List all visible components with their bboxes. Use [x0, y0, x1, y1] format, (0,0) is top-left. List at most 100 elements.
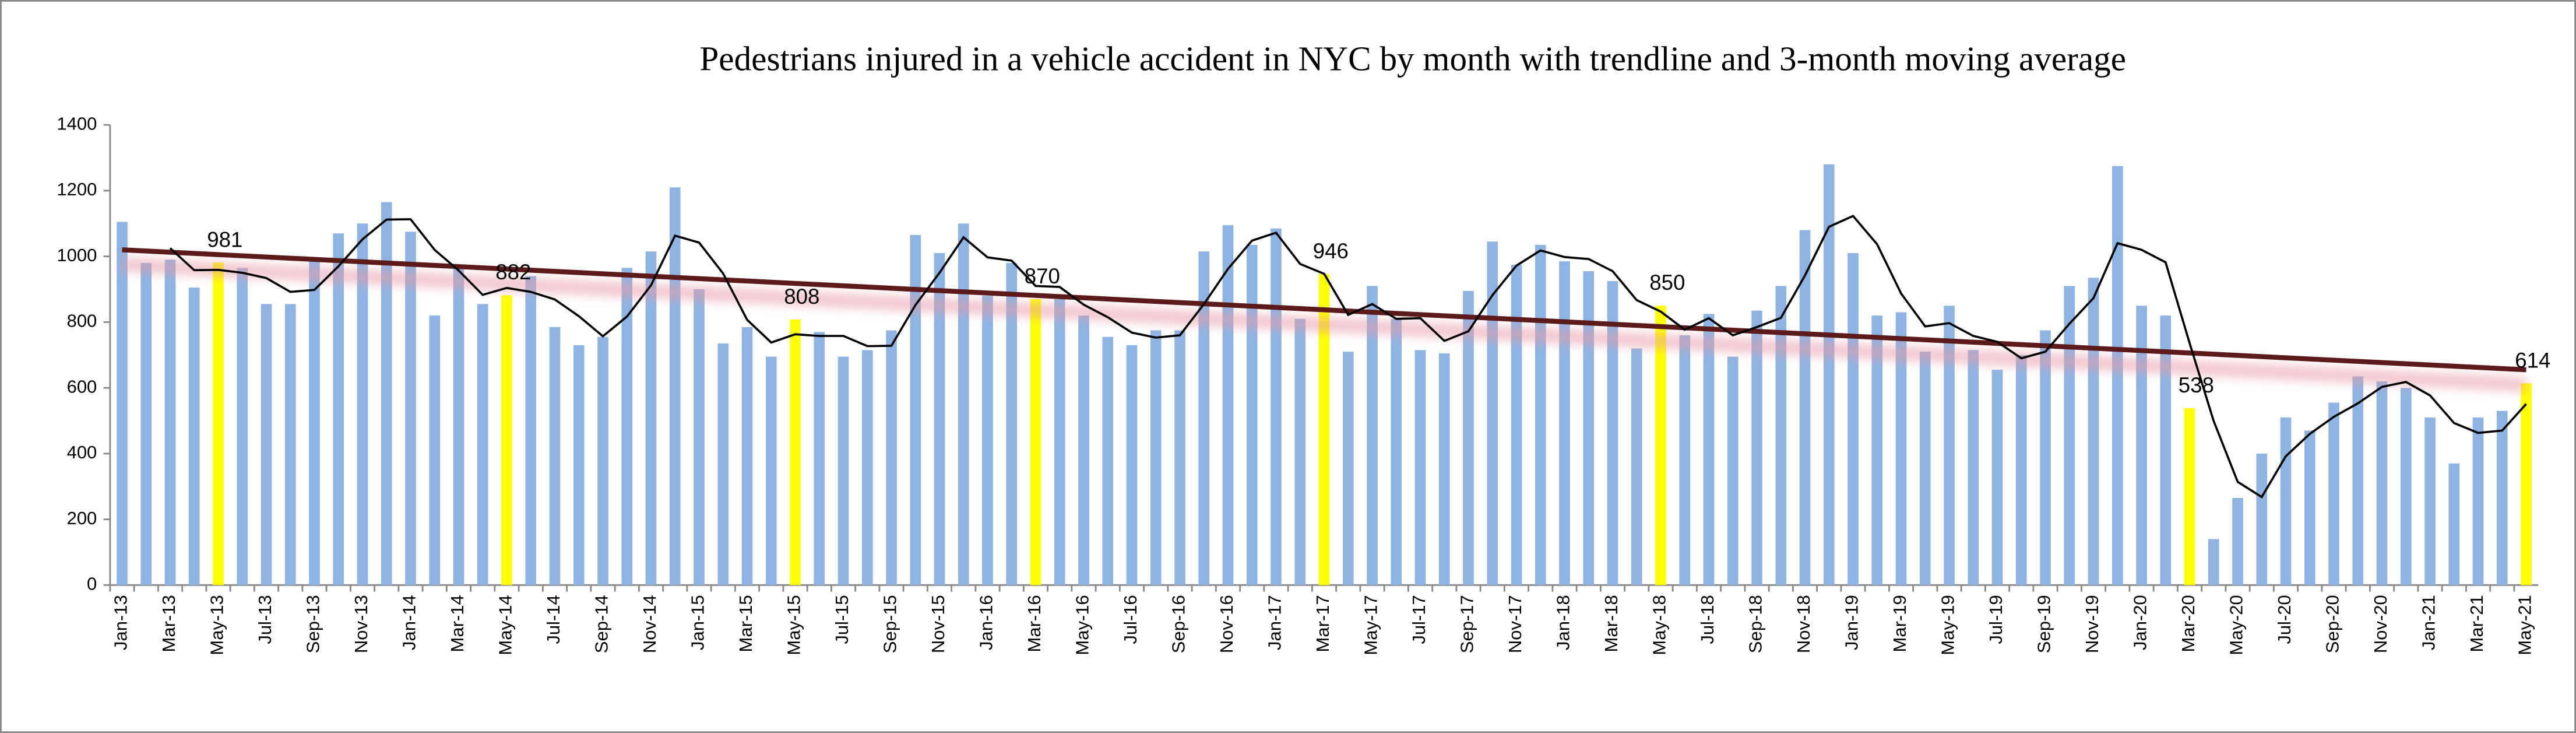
x-tick-label: Jan-15 — [688, 595, 708, 650]
data-label: 946 — [1313, 239, 1349, 263]
bar — [1414, 350, 1426, 585]
bar — [1944, 306, 1955, 585]
bar — [2088, 278, 2099, 585]
x-tick-label: May-15 — [784, 595, 804, 655]
bar — [1246, 244, 1258, 585]
bar — [1631, 348, 1642, 585]
bar — [2328, 402, 2339, 585]
x-tick-label: Mar-16 — [1024, 595, 1044, 652]
bar — [694, 289, 705, 585]
bar — [164, 259, 176, 585]
bar — [1078, 315, 1089, 585]
data-label: 981 — [207, 227, 242, 251]
bar — [1607, 280, 1618, 585]
x-tick-label: May-21 — [2515, 595, 2535, 655]
bar — [1006, 262, 1018, 585]
y-tick-label: 0 — [87, 574, 97, 594]
bar — [237, 268, 248, 585]
bar — [2472, 417, 2484, 585]
bar — [1991, 370, 2003, 585]
bar — [2208, 539, 2219, 585]
x-tick-label: May-14 — [495, 595, 516, 655]
x-tick-label: Jul-18 — [1697, 595, 1718, 644]
y-tick-label: 400 — [67, 442, 97, 462]
x-tick-label: Sep-18 — [1746, 595, 1766, 653]
bar — [1126, 345, 1138, 585]
x-tick-label: Sep-16 — [1169, 595, 1189, 653]
bar — [213, 262, 224, 585]
x-tick-label: May-17 — [1361, 595, 1381, 655]
bar — [2232, 497, 2243, 585]
bar — [1463, 290, 1474, 585]
moving-average-line — [169, 215, 2527, 499]
x-tick-label: Nov-16 — [1216, 595, 1237, 653]
y-tick-label: 600 — [67, 376, 97, 397]
x-tick-label: Jul-13 — [255, 595, 275, 644]
bar — [453, 264, 464, 585]
trendline-glow — [121, 257, 2527, 392]
bar — [1487, 241, 1498, 585]
bar — [645, 251, 657, 585]
bar — [861, 350, 873, 585]
x-tick-label: Mar-13 — [159, 595, 179, 652]
y-tick-label: 200 — [67, 508, 97, 528]
bar — [597, 336, 608, 585]
bar — [2160, 315, 2172, 585]
bar — [2136, 306, 2147, 585]
bar — [1391, 318, 1402, 585]
data-label: 538 — [2179, 373, 2214, 397]
bar — [958, 223, 969, 585]
x-tick-label: Jan-14 — [399, 595, 420, 650]
bar — [2448, 463, 2460, 585]
bar — [525, 276, 537, 585]
bar — [477, 304, 488, 585]
x-tick-label: Jan-17 — [1265, 595, 1285, 650]
bar — [1895, 312, 1907, 585]
bar — [1559, 261, 1570, 585]
x-tick-label: Nov-18 — [1793, 595, 1814, 653]
x-tick-label: Jul-19 — [1986, 595, 2006, 644]
bar — [1799, 230, 1811, 585]
bar — [1367, 286, 1378, 585]
bar — [741, 327, 753, 585]
x-tick-label: Sep-19 — [2034, 595, 2054, 653]
bar — [573, 345, 585, 585]
bar — [501, 295, 512, 585]
bar — [2280, 417, 2292, 585]
bar — [1703, 314, 1715, 585]
x-tick-label: Jul-16 — [1120, 595, 1141, 644]
bar — [1102, 336, 1114, 585]
bar — [1222, 225, 1234, 585]
data-label: 870 — [1025, 264, 1060, 288]
x-tick-label: Sep-13 — [303, 595, 323, 653]
data-label: 614 — [2515, 348, 2550, 372]
bar — [261, 304, 272, 585]
chart-title: Pedestrians injured in a vehicle acciden… — [699, 40, 2126, 78]
bar — [1174, 330, 1185, 585]
bar — [982, 296, 993, 585]
bar — [1342, 352, 1354, 585]
bar — [140, 262, 152, 585]
x-tick-label: Mar-18 — [1601, 595, 1621, 652]
bar — [381, 202, 392, 585]
x-tick-label: May-13 — [207, 595, 227, 655]
x-tick-label: Nov-13 — [351, 595, 371, 653]
bar — [1583, 271, 1595, 585]
x-tick-label: Jul-15 — [832, 595, 852, 644]
x-tick-label: Sep-20 — [2322, 595, 2343, 653]
bar — [1655, 306, 1666, 585]
y-tick-label: 1400 — [57, 113, 97, 134]
trendline — [122, 247, 2526, 373]
x-tick-label: Nov-19 — [2082, 595, 2102, 653]
bar — [1054, 299, 1065, 585]
x-tick-label: Jan-13 — [111, 595, 131, 650]
data-label: 850 — [1649, 271, 1685, 294]
bar — [284, 304, 296, 585]
bar — [549, 327, 561, 585]
bar — [1751, 310, 1762, 585]
bar — [2496, 411, 2508, 585]
bar — [2112, 166, 2123, 585]
bar — [1919, 352, 1931, 585]
